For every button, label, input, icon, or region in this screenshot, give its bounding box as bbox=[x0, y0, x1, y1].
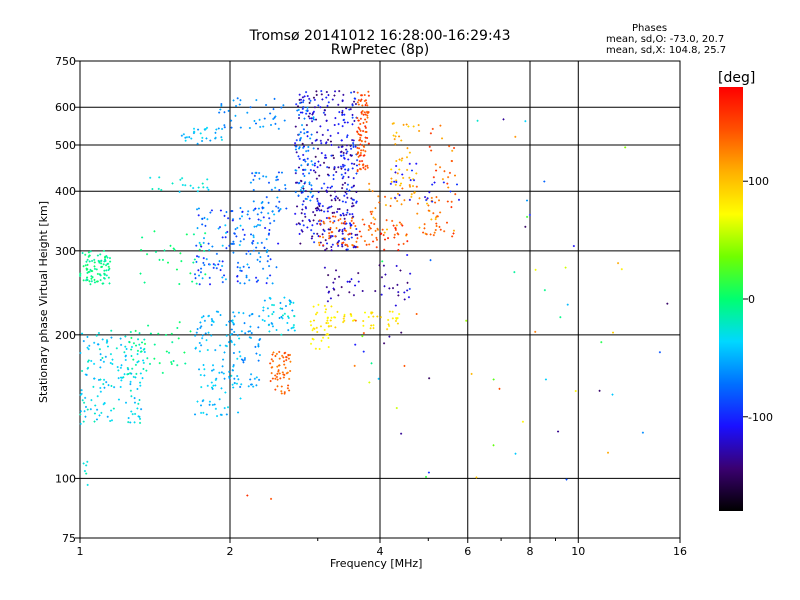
stats-heading: Phases bbox=[632, 23, 668, 34]
stats-x-line: mean, sd,X: 104.8, 25.7 bbox=[606, 45, 727, 56]
x-tick-label: 16 bbox=[673, 545, 687, 558]
x-tick-label: 6 bbox=[464, 545, 471, 558]
x-tick-label: 1 bbox=[77, 545, 84, 558]
colorbar-tick-label: -100 bbox=[748, 411, 773, 424]
colorbar bbox=[719, 87, 743, 511]
y-tick-label: 600 bbox=[55, 101, 76, 114]
colorbar-tick-label: 100 bbox=[748, 175, 769, 188]
y-tick-label: 200 bbox=[55, 329, 76, 342]
x-tick-label: 4 bbox=[377, 545, 384, 558]
y-tick-label: 100 bbox=[55, 472, 76, 485]
chart-subtitle: RwPretec (8p) bbox=[330, 42, 430, 58]
y-tick-label: 75 bbox=[62, 532, 76, 545]
colorbar-unit-label: [deg] bbox=[718, 70, 756, 86]
y-tick-label: 500 bbox=[55, 139, 76, 152]
x-axis-label: Frequency [MHz] bbox=[330, 557, 423, 570]
chart-title: Tromsø 20141012 16:28:00-16:29:43 bbox=[249, 28, 511, 44]
x-tick-label: 2 bbox=[227, 545, 234, 558]
x-tick-label: 8 bbox=[527, 545, 534, 558]
x-tick-label: 10 bbox=[571, 545, 585, 558]
y-tick-label: 400 bbox=[55, 185, 76, 198]
y-axis-label: Stationary phase Virtual Height [km] bbox=[37, 200, 50, 404]
stats-o-line: mean, sd,O: -73.0, 20.7 bbox=[606, 34, 725, 45]
y-tick-label: 750 bbox=[55, 55, 76, 68]
colorbar-tick-label: 0 bbox=[748, 293, 755, 306]
y-tick-label: 300 bbox=[55, 245, 76, 258]
